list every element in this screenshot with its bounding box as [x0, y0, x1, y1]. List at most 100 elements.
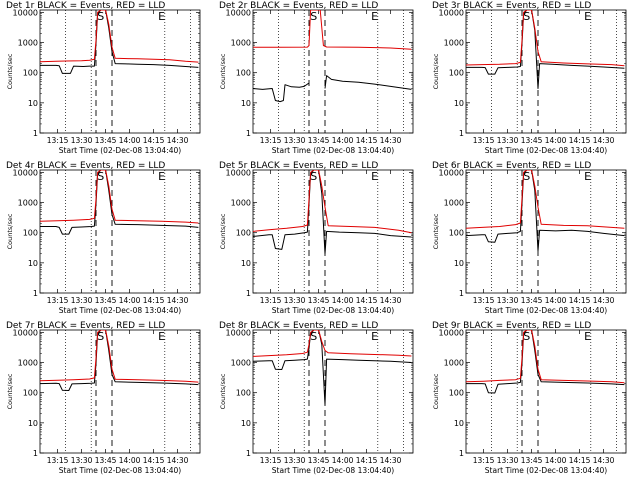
x-tick-label: 13:15: [260, 136, 282, 145]
lld-series-line: [466, 330, 625, 384]
x-tick-label: 13:30: [497, 136, 519, 145]
y-tick-label: 10: [28, 99, 38, 108]
events-series-line: [466, 170, 625, 252]
x-axis-label: Start Time (02-Dec-08 13:04:40): [485, 146, 607, 155]
y-tick-label: 10: [454, 259, 464, 268]
x-tick-label: 13:30: [284, 296, 306, 305]
x-tick-label: 14:30: [593, 136, 615, 145]
y-tick-label: 100: [449, 229, 464, 238]
x-tick-label: 14:15: [143, 136, 165, 145]
x-tick-label: 13:30: [71, 296, 93, 305]
marker-annotation: S: [97, 330, 104, 343]
x-tick-label: 14:30: [380, 296, 402, 305]
x-axis-label: Start Time (02-Dec-08 13:04:40): [59, 466, 181, 475]
series-group: [466, 10, 625, 89]
chart-panel: Det 8r BLACK = Events, RED = LLD Counts/s…: [219, 321, 414, 475]
y-tick-label: 1: [33, 449, 38, 458]
plot-frame: [39, 9, 201, 134]
y-tick-label: 10: [454, 419, 464, 428]
chart-panel: Det 9r BLACK = Events, RED = LLD Counts/s…: [432, 321, 627, 475]
x-tick-label: 13:45: [308, 136, 330, 145]
marker-annotation: S: [523, 330, 530, 343]
y-tick-label: 10: [454, 99, 464, 108]
y-tick-label: 1000: [231, 199, 251, 208]
x-tick-label: 14:15: [569, 136, 591, 145]
y-tick-label: 10: [241, 419, 251, 428]
y-tick-label: 1: [459, 129, 464, 138]
chart-title: Det 9r BLACK = Events, RED = LLD: [432, 321, 591, 331]
x-tick-label: 13:15: [47, 456, 69, 465]
series-group: [253, 170, 412, 255]
y-axis-label: Counts/sec: [219, 213, 227, 249]
y-tick-label: 1000: [444, 359, 464, 368]
y-axis-label: Counts/sec: [219, 53, 227, 89]
marker-annotation: S: [523, 170, 530, 183]
lld-series-line: [466, 10, 625, 67]
y-tick-label: 10000: [13, 168, 38, 177]
chart-title: Det 3r BLACK = Events, RED = LLD: [432, 1, 591, 11]
x-tick-label: 14:00: [545, 296, 567, 305]
y-tick-label: 10000: [13, 328, 38, 337]
y-tick-label: 1: [33, 129, 38, 138]
plot-frame: [465, 169, 627, 294]
y-tick-label: 1: [459, 449, 464, 458]
y-tick-label: 1000: [231, 39, 251, 48]
y-tick-label: 10: [28, 419, 38, 428]
plot-frame: [39, 329, 201, 454]
y-tick-label: 10000: [226, 168, 251, 177]
y-tick-label: 1: [459, 289, 464, 298]
marker-annotation: S: [310, 170, 317, 183]
y-tick-label: 10: [241, 259, 251, 268]
y-tick-label: 1: [33, 289, 38, 298]
x-tick-label: 14:15: [356, 456, 378, 465]
events-series-line: [40, 170, 199, 235]
marker-annotation: E: [371, 10, 378, 23]
x-tick-label: 14:30: [593, 456, 615, 465]
marker-annotation: S: [310, 330, 317, 343]
y-tick-label: 100: [23, 229, 38, 238]
x-tick-label: 13:30: [71, 456, 93, 465]
x-axis-label: Start Time (02-Dec-08 13:04:40): [485, 466, 607, 475]
y-tick-label: 100: [236, 229, 251, 238]
x-tick-label: 14:15: [356, 136, 378, 145]
chart-panel: Det 7r BLACK = Events, RED = LLD Counts/s…: [6, 321, 201, 475]
events-series-line: [253, 330, 412, 406]
plot-frame: [465, 9, 627, 134]
series-group: [466, 170, 625, 252]
x-axis-label: Start Time (02-Dec-08 13:04:40): [485, 306, 607, 315]
y-axis-label: Counts/sec: [219, 373, 227, 409]
series-group: [466, 330, 625, 394]
lld-series-line: [40, 170, 199, 224]
y-tick-label: 100: [449, 69, 464, 78]
marker-annotation: E: [158, 10, 165, 23]
chart-panel: Det 5r BLACK = Events, RED = LLD Counts/s…: [219, 161, 414, 315]
marker-annotation: S: [310, 10, 317, 23]
x-tick-label: 14:00: [545, 136, 567, 145]
y-tick-label: 10000: [439, 328, 464, 337]
x-tick-label: 14:00: [332, 296, 354, 305]
lld-series-line: [253, 330, 412, 357]
events-series-line: [466, 10, 625, 89]
x-tick-label: 14:15: [569, 456, 591, 465]
marker-annotation: E: [584, 10, 591, 23]
x-axis-label: Start Time (02-Dec-08 13:04:40): [272, 306, 394, 315]
y-tick-label: 1000: [18, 39, 38, 48]
marker-annotation: S: [97, 170, 104, 183]
x-tick-label: 13:15: [473, 136, 495, 145]
chart-panel: Det 6r BLACK = Events, RED = LLD Counts/s…: [432, 161, 627, 315]
lld-series-line: [253, 10, 412, 50]
x-tick-label: 14:00: [332, 136, 354, 145]
x-tick-label: 13:30: [284, 456, 306, 465]
chart-title: Det 4r BLACK = Events, RED = LLD: [6, 161, 165, 171]
chart-title: Det 1r BLACK = Events, RED = LLD: [6, 1, 165, 11]
x-tick-label: 14:30: [167, 456, 189, 465]
x-axis-label: Start Time (02-Dec-08 13:04:40): [59, 306, 181, 315]
y-tick-label: 1000: [18, 199, 38, 208]
plot-frame: [252, 329, 414, 454]
x-tick-label: 13:30: [284, 136, 306, 145]
y-tick-label: 1: [246, 129, 251, 138]
x-tick-label: 14:00: [119, 296, 141, 305]
x-tick-label: 14:00: [119, 136, 141, 145]
x-tick-label: 13:15: [47, 136, 69, 145]
